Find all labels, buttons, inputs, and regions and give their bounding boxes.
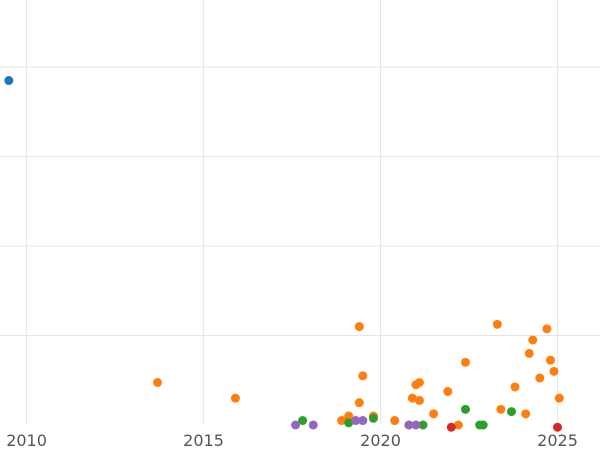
data-point [354,398,364,408]
data-point [535,373,545,383]
data-point [528,335,538,345]
data-point [298,416,308,426]
data-point [358,416,368,426]
data-point [414,378,424,387]
data-point [291,420,301,430]
data-point [496,404,506,414]
data-point [337,416,347,426]
x-tick-label: 2020 [360,431,401,450]
data-point [351,416,361,426]
x-tick-label: 2015 [183,431,224,450]
data-point [414,395,424,405]
data-point [492,319,502,329]
x-axis-ticks: 2010 2015 2020 2025 [6,431,578,450]
grid [0,0,600,425]
data-point [446,422,456,432]
data-point [510,382,520,392]
data-point [4,76,14,86]
data-point [411,420,421,430]
data-point [521,409,531,419]
data-point [390,416,400,426]
data-point [418,420,428,430]
data-point [308,420,318,430]
data-point [460,357,470,367]
data-point [553,422,563,432]
data-point [478,420,488,430]
data-point [344,411,354,421]
data-point [524,348,534,358]
x-tick-label: 2025 [537,431,578,450]
data-point [554,393,564,403]
data-point [429,409,439,419]
data-points [4,76,564,432]
data-point [507,407,517,417]
data-point [542,324,552,334]
x-tick-label: 2010 [6,431,47,450]
data-point [230,393,240,403]
data-point [354,322,364,332]
data-point [358,371,368,381]
data-point [545,355,555,365]
data-point [443,386,453,396]
data-point [368,413,378,423]
data-point [549,366,559,376]
data-point [453,420,463,430]
data-point [344,418,354,428]
data-point [404,420,414,430]
data-point [153,378,163,387]
data-point [460,404,470,414]
data-point [407,393,417,403]
